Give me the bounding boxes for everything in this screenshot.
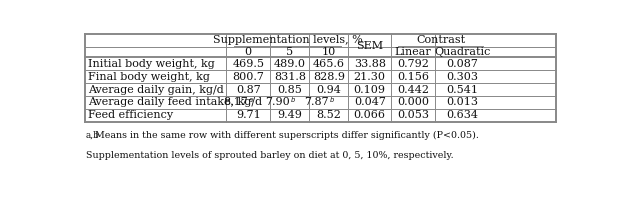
- Text: 33.88: 33.88: [354, 59, 386, 69]
- Text: 9.71: 9.71: [236, 110, 261, 120]
- Text: 9.49: 9.49: [278, 110, 302, 120]
- Text: Linear: Linear: [394, 47, 431, 57]
- Text: 0.013: 0.013: [446, 97, 479, 108]
- Text: 0.109: 0.109: [354, 84, 386, 95]
- Text: 0.442: 0.442: [397, 84, 429, 95]
- Text: 0.634: 0.634: [446, 110, 479, 120]
- Text: 10: 10: [322, 47, 336, 57]
- Text: 8.17: 8.17: [224, 97, 248, 108]
- Text: 0.303: 0.303: [446, 72, 479, 82]
- Text: 0.87: 0.87: [236, 84, 261, 95]
- Text: SEM: SEM: [356, 41, 383, 51]
- Text: $^{b}$: $^{b}$: [290, 98, 296, 107]
- Text: 465.6: 465.6: [313, 59, 345, 69]
- Text: Initial body weight, kg: Initial body weight, kg: [88, 59, 215, 69]
- Text: 469.5: 469.5: [232, 59, 265, 69]
- Text: Supplementation levels, %: Supplementation levels, %: [212, 35, 362, 45]
- Text: Average daily feed intake, kg/d: Average daily feed intake, kg/d: [88, 97, 262, 108]
- Text: 828.9: 828.9: [313, 72, 345, 82]
- Text: 7.87: 7.87: [304, 97, 329, 108]
- Text: Feed efficiency: Feed efficiency: [88, 110, 173, 120]
- Text: 0.047: 0.047: [354, 97, 386, 108]
- Text: 0.000: 0.000: [397, 97, 429, 108]
- Text: 831.8: 831.8: [274, 72, 306, 82]
- Text: Supplementation levels of sprouted barley on diet at 0, 5, 10%, respectively.: Supplementation levels of sprouted barle…: [86, 151, 453, 160]
- Text: 7.90: 7.90: [265, 97, 290, 108]
- Text: Average daily gain, kg/d: Average daily gain, kg/d: [88, 84, 224, 95]
- Text: 0.156: 0.156: [397, 72, 429, 82]
- Text: Final body weight, kg: Final body weight, kg: [88, 72, 210, 82]
- Text: 5: 5: [286, 47, 293, 57]
- Text: 0.053: 0.053: [397, 110, 429, 120]
- Text: Means in the same row with different superscripts differ significantly (P<0.05).: Means in the same row with different sup…: [96, 131, 479, 140]
- Text: Contrast: Contrast: [416, 35, 465, 45]
- Text: Quadratic: Quadratic: [435, 47, 491, 57]
- Text: 0.066: 0.066: [354, 110, 386, 120]
- Text: 489.0: 489.0: [274, 59, 306, 69]
- Text: 0.792: 0.792: [397, 59, 429, 69]
- Text: 0: 0: [245, 47, 252, 57]
- Text: 0.94: 0.94: [317, 84, 342, 95]
- Text: a,b: a,b: [86, 131, 99, 140]
- Text: 8.52: 8.52: [317, 110, 342, 120]
- Text: 0.85: 0.85: [278, 84, 302, 95]
- Text: $^{b}$: $^{b}$: [329, 98, 335, 107]
- Text: 21.30: 21.30: [354, 72, 386, 82]
- Text: 0.087: 0.087: [446, 59, 479, 69]
- Text: 0.541: 0.541: [446, 84, 479, 95]
- Text: $^{a}$: $^{a}$: [248, 98, 254, 107]
- Text: 800.7: 800.7: [232, 72, 264, 82]
